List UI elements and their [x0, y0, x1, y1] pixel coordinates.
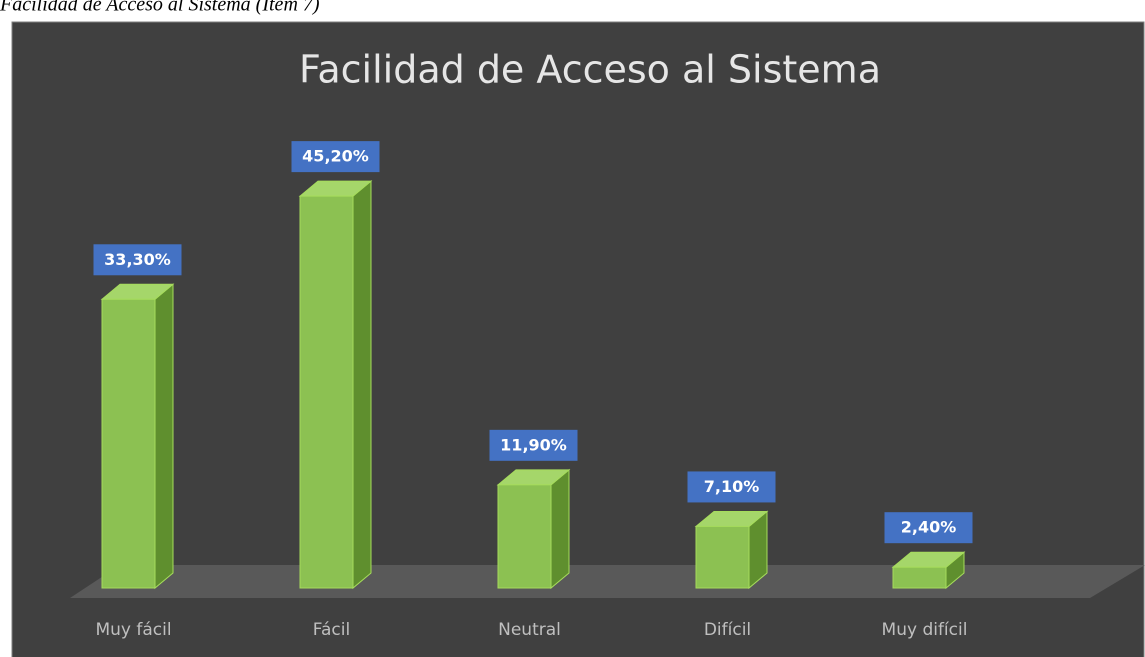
- floor: [70, 565, 1145, 598]
- value-label: 7,10%: [704, 477, 760, 496]
- value-label-box: [489, 429, 578, 461]
- bar-side: [352, 180, 372, 590]
- bar: [695, 525, 750, 589]
- bar-side: [154, 283, 174, 590]
- value-label-box: [93, 244, 182, 276]
- value-label: 33,30%: [104, 250, 171, 269]
- bar: [497, 484, 552, 589]
- x-tick-label: Fácil: [313, 620, 350, 640]
- bar: [101, 298, 156, 589]
- value-label-box: [687, 471, 776, 503]
- value-label: 45,20%: [302, 147, 369, 166]
- value-label: 11,90%: [500, 435, 567, 454]
- bar-side: [550, 468, 570, 590]
- bar: [892, 566, 947, 589]
- chart-area: [11, 21, 1145, 657]
- value-label-box: [884, 512, 973, 544]
- value-label-box: [291, 141, 380, 173]
- bar: [299, 195, 354, 589]
- caption: Facilidad de Acceso al Sistema (Ítem 7): [0, 0, 320, 16]
- chart-title: Facilidad de Acceso al Sistema: [299, 48, 881, 92]
- x-tick-label: Muy fácil: [95, 620, 171, 640]
- x-tick-label: Difícil: [704, 620, 751, 640]
- x-tick-label: Neutral: [498, 620, 561, 640]
- value-label: 2,40%: [901, 518, 957, 537]
- x-tick-label: Muy difícil: [882, 620, 968, 640]
